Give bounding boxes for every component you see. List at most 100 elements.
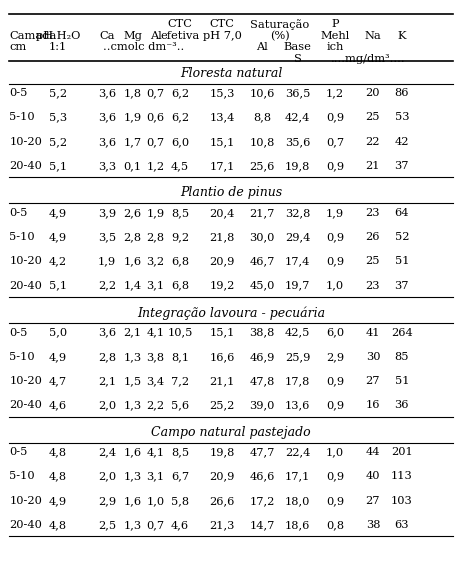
Text: 20-40: 20-40 <box>9 161 42 171</box>
Text: Plantio de pinus: Plantio de pinus <box>180 187 282 199</box>
Text: Campo natural pastejado: Campo natural pastejado <box>151 426 311 439</box>
Text: ich: ich <box>327 43 344 52</box>
Text: 4,8: 4,8 <box>49 520 67 530</box>
Text: 8,5: 8,5 <box>171 208 189 218</box>
Text: Ca: Ca <box>99 31 115 40</box>
Text: 20,9: 20,9 <box>209 472 235 482</box>
Text: 5,1: 5,1 <box>49 281 67 291</box>
Text: 1,0: 1,0 <box>326 447 344 457</box>
Text: 19,8: 19,8 <box>209 447 235 457</box>
Text: 2,8: 2,8 <box>98 352 116 362</box>
Text: 51: 51 <box>395 256 409 266</box>
Text: ....mg/dm³....: ....mg/dm³.... <box>331 54 406 65</box>
Text: 25,9: 25,9 <box>285 352 310 362</box>
Text: 39,0: 39,0 <box>249 400 275 410</box>
Text: 6,8: 6,8 <box>171 281 189 291</box>
Text: 10-20: 10-20 <box>9 376 42 386</box>
Text: 0,7: 0,7 <box>146 520 164 530</box>
Text: Floresta natural: Floresta natural <box>180 67 282 79</box>
Text: 10,5: 10,5 <box>167 328 193 338</box>
Text: 2,1: 2,1 <box>123 328 141 338</box>
Text: 15,1: 15,1 <box>209 137 235 147</box>
Text: 8,5: 8,5 <box>171 447 189 457</box>
Text: CTC: CTC <box>210 19 235 29</box>
Text: Al: Al <box>150 31 162 40</box>
Text: 0,6: 0,6 <box>146 112 164 123</box>
Text: 3,6: 3,6 <box>98 112 116 123</box>
Text: 5,0: 5,0 <box>49 328 67 338</box>
Text: 5-10: 5-10 <box>9 472 35 482</box>
Text: 3,4: 3,4 <box>146 376 164 386</box>
Text: 1,2: 1,2 <box>326 88 344 98</box>
Text: S: S <box>293 54 302 65</box>
Text: 8,1: 8,1 <box>171 352 189 362</box>
Text: 2,9: 2,9 <box>98 496 116 506</box>
Text: 4,1: 4,1 <box>146 447 164 457</box>
Text: 8,8: 8,8 <box>253 112 271 123</box>
Text: 5,2: 5,2 <box>49 137 67 147</box>
Text: 1,6: 1,6 <box>123 447 141 457</box>
Text: 3,1: 3,1 <box>146 472 164 482</box>
Text: 19,8: 19,8 <box>285 161 310 171</box>
Text: 14,7: 14,7 <box>249 520 275 530</box>
Text: 1,4: 1,4 <box>123 281 141 291</box>
Text: Al: Al <box>256 43 268 52</box>
Text: cm: cm <box>9 43 26 52</box>
Text: 42,4: 42,4 <box>285 112 310 123</box>
Text: 21: 21 <box>366 161 380 171</box>
Text: 2,5: 2,5 <box>98 520 116 530</box>
Text: 85: 85 <box>395 352 409 362</box>
Text: 18,6: 18,6 <box>285 520 310 530</box>
Text: 17,1: 17,1 <box>285 472 310 482</box>
Text: 30: 30 <box>366 352 380 362</box>
Text: 0,9: 0,9 <box>326 496 344 506</box>
Text: 13,4: 13,4 <box>209 112 235 123</box>
Text: 4,8: 4,8 <box>49 472 67 482</box>
Text: 5,2: 5,2 <box>49 88 67 98</box>
Text: 38,8: 38,8 <box>249 328 275 338</box>
Text: 22,4: 22,4 <box>285 447 310 457</box>
Text: 42: 42 <box>395 137 409 147</box>
Text: 2,0: 2,0 <box>98 472 116 482</box>
Text: 0,9: 0,9 <box>326 376 344 386</box>
Text: 22: 22 <box>366 137 380 147</box>
Text: Integração lavoura - pecuária: Integração lavoura - pecuária <box>137 306 325 320</box>
Text: 0,9: 0,9 <box>326 472 344 482</box>
Text: 4,5: 4,5 <box>171 161 189 171</box>
Text: 1,3: 1,3 <box>123 520 141 530</box>
Text: 64: 64 <box>395 208 409 218</box>
Text: 15,1: 15,1 <box>209 328 235 338</box>
Text: 17,2: 17,2 <box>249 496 275 506</box>
Text: 26: 26 <box>366 232 380 242</box>
Text: 9,2: 9,2 <box>171 232 189 242</box>
Text: 3,5: 3,5 <box>98 232 116 242</box>
Text: 21,7: 21,7 <box>249 208 275 218</box>
Text: 4,1: 4,1 <box>146 328 164 338</box>
Text: 52: 52 <box>395 232 409 242</box>
Text: 2,8: 2,8 <box>123 232 141 242</box>
Text: 63: 63 <box>395 520 409 530</box>
Text: 37: 37 <box>395 161 409 171</box>
Text: 5-10: 5-10 <box>9 112 35 123</box>
Text: 45,0: 45,0 <box>249 281 275 291</box>
Text: 18,0: 18,0 <box>285 496 310 506</box>
Text: 1,9: 1,9 <box>123 112 141 123</box>
Text: 36: 36 <box>395 400 409 410</box>
Text: 41: 41 <box>366 328 380 338</box>
Text: 2,1: 2,1 <box>98 376 116 386</box>
Text: 103: 103 <box>391 496 413 506</box>
Text: 3,9: 3,9 <box>98 208 116 218</box>
Text: 23: 23 <box>366 281 380 291</box>
Text: 0,7: 0,7 <box>146 88 164 98</box>
Text: (%): (%) <box>270 31 290 41</box>
Text: 4,2: 4,2 <box>49 256 67 266</box>
Text: 0,9: 0,9 <box>326 161 344 171</box>
Text: Mehl: Mehl <box>321 31 350 40</box>
Text: 17,8: 17,8 <box>285 376 310 386</box>
Text: 25: 25 <box>366 112 380 123</box>
Text: 38: 38 <box>366 520 380 530</box>
Text: 17,1: 17,1 <box>209 161 235 171</box>
Text: 3,6: 3,6 <box>98 137 116 147</box>
Text: 1,9: 1,9 <box>146 208 164 218</box>
Text: 0,9: 0,9 <box>326 256 344 266</box>
